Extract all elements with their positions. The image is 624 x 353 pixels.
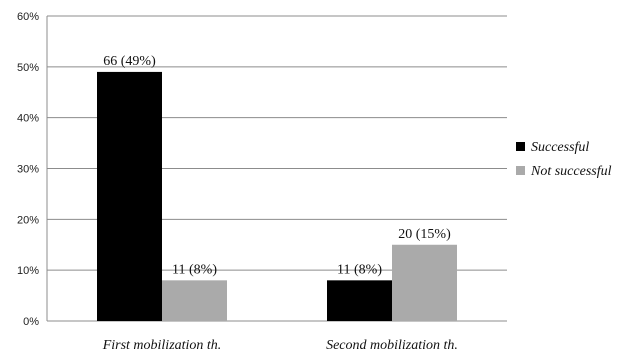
data-label: 66 (49%) bbox=[103, 54, 156, 69]
legend-swatch bbox=[516, 166, 525, 175]
y-tick-label: 0% bbox=[23, 316, 39, 328]
y-tick-label: 50% bbox=[17, 62, 39, 74]
bar bbox=[392, 244, 457, 321]
x-category-label: First mobilization th. bbox=[102, 338, 222, 353]
y-tick-label: 20% bbox=[17, 214, 39, 226]
bar bbox=[162, 280, 227, 321]
bar bbox=[327, 280, 392, 321]
y-tick-label: 40% bbox=[17, 113, 39, 125]
y-tick-label: 10% bbox=[17, 265, 39, 277]
bar bbox=[97, 71, 162, 322]
data-label: 11 (8%) bbox=[337, 262, 382, 277]
y-tick-label: 30% bbox=[17, 164, 39, 176]
legend-swatch bbox=[516, 142, 525, 151]
x-category-label: Second mobilization th. bbox=[326, 338, 458, 353]
legend-label: Successful bbox=[531, 140, 589, 155]
legend-label: Not successful bbox=[530, 164, 612, 179]
data-label: 20 (15%) bbox=[398, 227, 451, 242]
y-tick-label: 60% bbox=[17, 11, 39, 23]
data-label: 11 (8%) bbox=[172, 262, 217, 277]
